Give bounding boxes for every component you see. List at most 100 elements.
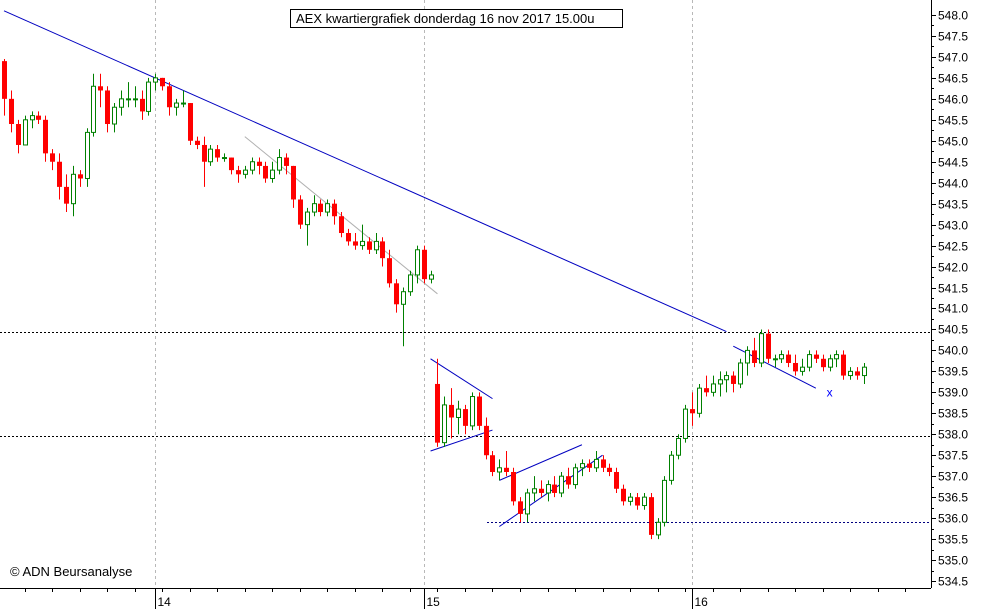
candle [642, 492, 647, 510]
candle [119, 90, 124, 116]
candle-body [504, 467, 509, 472]
y-tick-label: 543.5 [938, 198, 968, 212]
y-tick-label: 537.5 [938, 449, 968, 463]
candle [270, 161, 275, 183]
candle [504, 451, 509, 477]
candle [628, 492, 633, 506]
candle [298, 195, 303, 229]
y-tick-label: 538.0 [938, 428, 968, 442]
candle [552, 476, 557, 498]
chart-title: AEX kwartiergrafiek donderdag 16 nov 201… [296, 11, 594, 26]
candle-body [525, 492, 530, 515]
candle [463, 404, 468, 435]
candle [635, 492, 640, 510]
candle [683, 404, 688, 443]
candle [222, 153, 227, 162]
y-tick-label: 540.0 [938, 344, 968, 358]
candle-body [559, 475, 564, 494]
candle [160, 77, 165, 91]
candle-body [601, 459, 606, 468]
candle [800, 358, 805, 376]
candle [346, 228, 351, 246]
candle-body [325, 203, 330, 213]
candle-body [2, 61, 7, 99]
candle-body [690, 409, 695, 414]
candle-body [367, 241, 372, 250]
candle-body [841, 354, 846, 376]
candle-body [318, 203, 323, 213]
candle-body [731, 375, 736, 384]
candle [387, 249, 392, 288]
candle [312, 195, 317, 217]
candle [174, 98, 179, 116]
candle [429, 270, 434, 284]
candle-body [607, 467, 612, 472]
candle-body [222, 157, 227, 160]
candle [146, 77, 151, 116]
candle-body [160, 77, 165, 87]
candle-body [628, 496, 633, 502]
candle [607, 463, 612, 477]
candle-body [346, 233, 351, 242]
candle [724, 371, 729, 393]
candle-body [518, 501, 523, 514]
candle [367, 237, 372, 254]
candle [401, 287, 406, 347]
candle [573, 463, 578, 489]
candle [9, 90, 14, 133]
candle-body [174, 102, 179, 108]
candle-body [463, 409, 468, 426]
candle-body [649, 497, 654, 535]
y-tick-label: 546.5 [938, 72, 968, 86]
x-tick-label: 14 [158, 595, 172, 609]
candle [766, 329, 771, 363]
candle-body [85, 131, 90, 180]
candle [2, 59, 7, 116]
chart-title-box [290, 9, 623, 28]
candle-body [442, 404, 447, 444]
candle [614, 467, 619, 493]
y-tick-label: 544.5 [938, 156, 968, 170]
candle-body [202, 144, 207, 162]
y-tick-label: 536.5 [938, 491, 968, 505]
copyright-watermark: © ADN Beursanalyse [10, 564, 132, 579]
candle [91, 73, 96, 137]
candle [834, 350, 839, 368]
candle [243, 165, 248, 179]
candle-body [704, 388, 709, 393]
candle-body [71, 173, 76, 205]
candle-body [243, 169, 248, 175]
candle [546, 480, 551, 502]
candle [16, 119, 21, 154]
candle [435, 358, 440, 447]
candle [167, 82, 172, 116]
candle-body [807, 354, 812, 368]
y-tick-label: 543.0 [938, 219, 968, 233]
candle [422, 245, 427, 284]
candle [208, 144, 213, 166]
candle-body [394, 283, 399, 305]
candle [263, 161, 268, 183]
candle [394, 279, 399, 313]
candle-body [497, 467, 502, 473]
candle [133, 86, 138, 108]
candle-body [669, 454, 674, 481]
candle-body [98, 86, 103, 91]
candle [188, 103, 193, 145]
candle-body [43, 119, 48, 154]
candle-body [580, 463, 585, 469]
candle-body [511, 471, 516, 502]
candle-body [539, 488, 544, 493]
candle [848, 367, 853, 380]
candle-body [793, 362, 798, 372]
markers: x [827, 385, 833, 399]
trendlines [3, 10, 817, 527]
candle [718, 371, 723, 397]
support-resistance-levels [0, 332, 931, 523]
candle [250, 157, 255, 175]
candle [153, 73, 158, 91]
candle-body [752, 350, 757, 363]
y-tick-label: 535.5 [938, 533, 968, 547]
candle [559, 471, 564, 498]
